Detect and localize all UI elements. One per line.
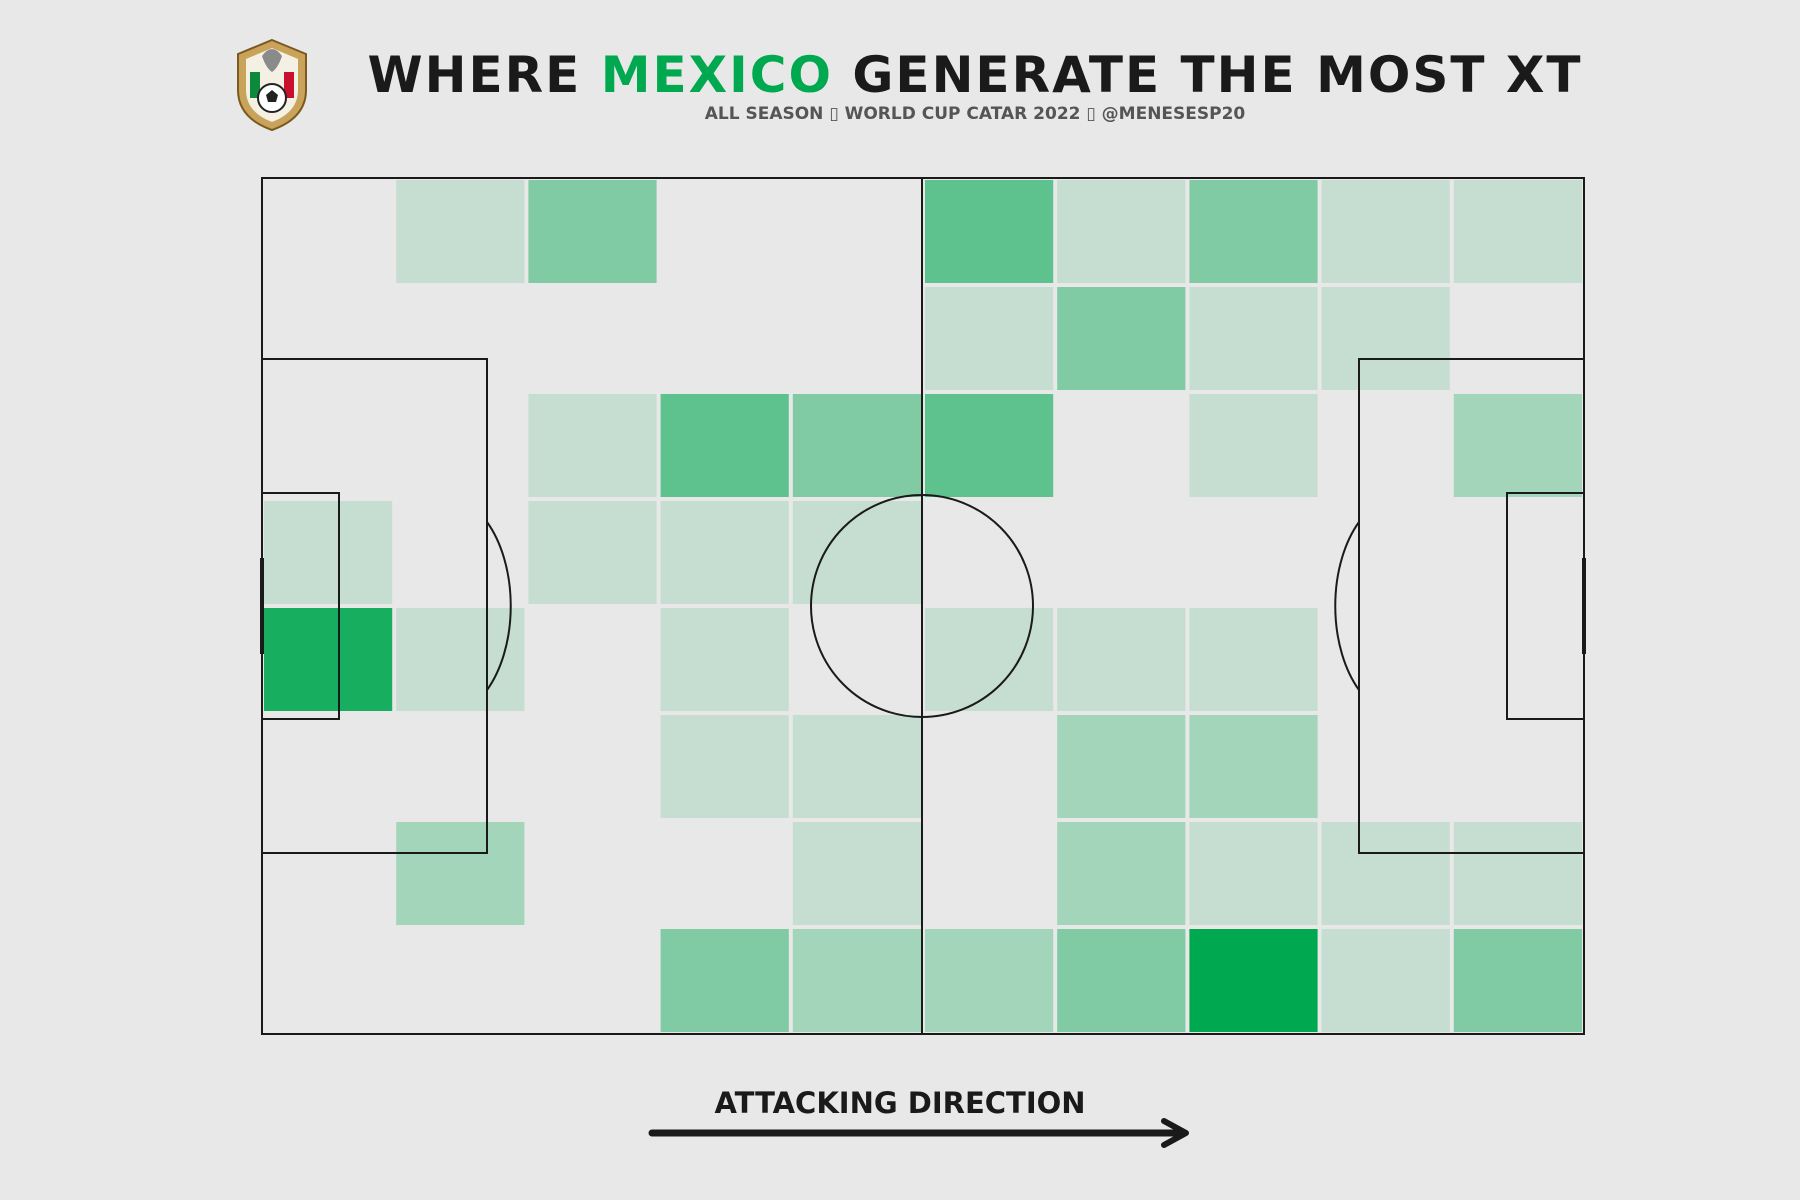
heatmap-cell	[1189, 929, 1318, 1032]
heatmap-cell	[1057, 180, 1186, 283]
heatmap-cell	[660, 394, 789, 497]
heatmap-cell	[1057, 715, 1186, 818]
heatmap-cell	[1321, 929, 1450, 1032]
heatmap-cell	[792, 501, 921, 604]
heatmap-cell	[528, 394, 657, 497]
heatmap-cell	[1189, 180, 1318, 283]
heatmap-cell	[1189, 608, 1318, 711]
heatmap-cell	[1189, 287, 1318, 390]
chart-subtitle: ALL SEASON ▯ WORLD CUP CATAR 2022 ▯ @MEN…	[704, 104, 1246, 124]
heatmap-cells	[264, 180, 1582, 1032]
heatmap-cell	[528, 180, 657, 283]
heatmap-cell	[264, 608, 393, 711]
heatmap-cell	[1453, 180, 1582, 283]
heatmap-cell	[1057, 608, 1186, 711]
heatmap-cell	[1321, 287, 1450, 390]
heatmap-cell	[660, 501, 789, 604]
heatmap-cell	[396, 608, 525, 711]
heatmap-cell	[792, 929, 921, 1032]
pitch-markings	[260, 177, 1586, 1035]
heatmap-cell	[396, 822, 525, 925]
right-penalty-arc	[1334, 521, 1360, 691]
heatmap-cell	[1321, 180, 1450, 283]
heatmap-cell	[925, 180, 1054, 283]
heatmap-cell	[1057, 929, 1186, 1032]
heatmap-cell	[1453, 822, 1582, 925]
chart-title: WHERE MEXICO GENERATE THE MOST XT	[367, 46, 1583, 104]
mexico-federation-crest-icon	[228, 32, 316, 134]
heatmap-cell	[660, 608, 789, 711]
heatmap-cell	[264, 501, 393, 604]
heatmap-cell	[1057, 822, 1186, 925]
heatmap-cell	[660, 929, 789, 1032]
heatmap-cell	[1189, 822, 1318, 925]
heatmap-cell	[792, 394, 921, 497]
right-goal-area	[1506, 492, 1585, 720]
heatmap-cell	[792, 822, 921, 925]
left-penalty-arc	[486, 521, 512, 691]
heatmap-cell	[1189, 715, 1318, 818]
heatmap-cell	[1321, 822, 1450, 925]
attacking-direction-label: ATTACKING DIRECTION	[714, 1086, 1086, 1120]
heatmap-cell	[792, 715, 921, 818]
right-arrow-icon	[648, 1118, 1189, 1148]
centre-circle	[810, 494, 1034, 718]
heatmap-cell	[1189, 394, 1318, 497]
heatmap-cell	[1453, 394, 1582, 497]
heatmap-cell	[396, 180, 525, 283]
heatmap-cell	[660, 715, 789, 818]
heatmap-cell	[1057, 287, 1186, 390]
heatmap-cell	[528, 501, 657, 604]
left-penalty-area	[261, 358, 488, 854]
heatmap-cell	[925, 929, 1054, 1032]
heatmap-cell	[1453, 929, 1582, 1032]
heatmap-cell	[925, 394, 1054, 497]
heatmap-cell	[925, 287, 1054, 390]
